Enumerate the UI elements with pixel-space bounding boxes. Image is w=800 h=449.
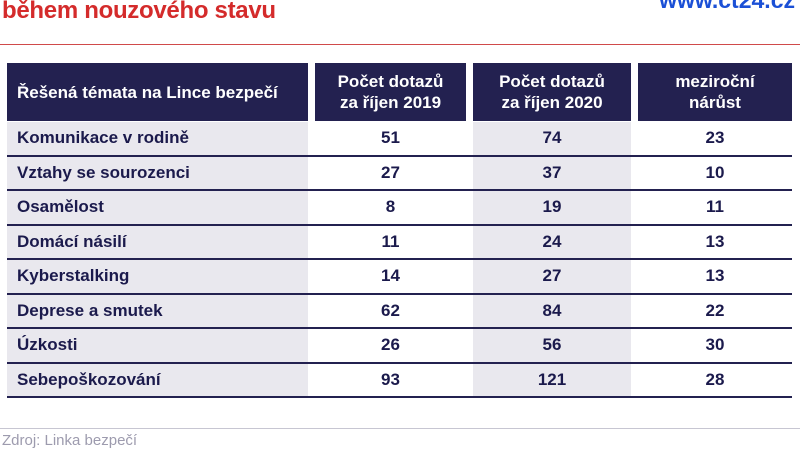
table-row: Úzkosti 26 56 30 xyxy=(7,329,792,364)
topic-cell: Domácí násilí xyxy=(7,225,308,258)
value-cell: 14 xyxy=(381,266,400,286)
value-cell: 51 xyxy=(381,128,400,148)
column-header-3: meziroční nárůst xyxy=(638,63,792,121)
value-cell: 93 xyxy=(381,369,400,389)
value-cell: 24 xyxy=(473,225,631,258)
topic-cell: Úzkosti xyxy=(7,329,308,362)
value-cell: 27 xyxy=(381,162,400,182)
value-cell: 10 xyxy=(705,162,725,182)
topic-cell: Sebepoškozování xyxy=(7,363,308,396)
value-cell: 28 xyxy=(705,369,725,389)
table-row: Komunikace v rodině 51 74 23 xyxy=(7,122,792,157)
table-body: Komunikace v rodině 51 74 23 Vztahy se souro… xyxy=(7,122,792,398)
column-header-0: Řešená témata na Lince bezpečí xyxy=(7,63,308,121)
value-cell: 19 xyxy=(473,191,631,224)
value-cell: 23 xyxy=(705,128,725,148)
title-divider xyxy=(0,44,800,45)
topic-cell: Kyberstalking xyxy=(7,260,308,293)
value-cell: 13 xyxy=(705,266,725,286)
table-header-row: Řešená témata na Lince bezpečí Počet dota… xyxy=(7,63,792,121)
topic-cell: Komunikace v rodině xyxy=(7,122,308,155)
page-title: během nouzového stavu xyxy=(2,0,276,24)
value-cell: 62 xyxy=(381,300,400,320)
value-cell: 11 xyxy=(381,231,400,251)
column-header-2: Počet dotazů za říjen 2020 xyxy=(473,63,631,121)
footer-divider xyxy=(0,428,800,429)
value-cell: 22 xyxy=(705,300,725,320)
data-table: Řešená témata na Lince bezpečí Počet dota… xyxy=(7,63,792,398)
value-cell: 26 xyxy=(381,335,400,355)
table-row: Deprese a smutek 62 84 22 xyxy=(7,294,792,329)
value-cell: 56 xyxy=(473,329,631,362)
source-credit: Zdroj: Linka bezpečí xyxy=(2,432,138,449)
table-row: Domácí násilí 11 24 13 xyxy=(7,225,792,260)
table-row: Vztahy se sourozenci 27 37 10 xyxy=(7,156,792,191)
table-row: Sebepoškozování 93 121 28 xyxy=(7,363,792,398)
table-row: Kyberstalking 14 27 13 xyxy=(7,260,792,295)
value-cell: 30 xyxy=(705,335,725,355)
value-cell: 8 xyxy=(385,197,396,217)
topic-cell: Osamělost xyxy=(7,191,308,224)
value-cell: 74 xyxy=(473,122,631,155)
value-cell: 27 xyxy=(473,260,631,293)
value-cell: 11 xyxy=(706,197,724,217)
value-cell: 37 xyxy=(473,156,631,189)
value-cell: 13 xyxy=(705,231,725,251)
topic-cell: Vztahy se sourozenci xyxy=(7,156,308,189)
value-cell: 84 xyxy=(473,294,631,327)
table-row: Osamělost 8 19 11 xyxy=(7,191,792,226)
topic-cell: Deprese a smutek xyxy=(7,294,308,327)
column-header-1: Počet dotazů za říjen 2019 xyxy=(315,63,466,121)
ct24-logo: www.ct24.cz xyxy=(659,0,795,13)
value-cell: 121 xyxy=(473,363,631,396)
